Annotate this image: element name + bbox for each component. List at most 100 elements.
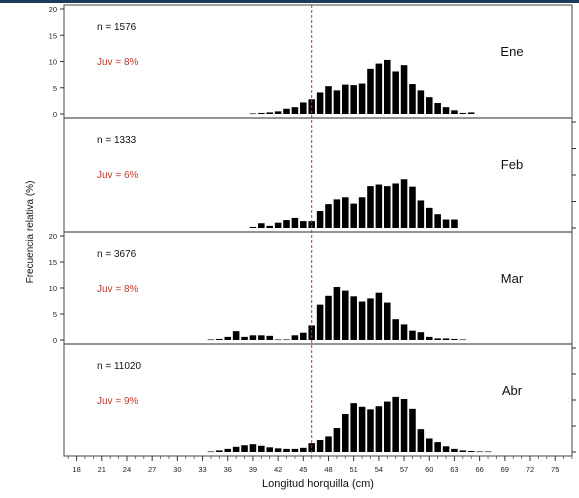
histogram-bar (375, 292, 383, 340)
histogram-bar (392, 71, 399, 114)
histogram-bar (484, 451, 492, 453)
histogram-bar (266, 112, 273, 114)
histogram-bar (350, 403, 357, 452)
histogram-bar (392, 319, 399, 340)
y-tick-label: 20 (49, 232, 57, 241)
histogram-bar (375, 406, 383, 452)
x-tick-label: 21 (98, 465, 106, 474)
histogram-bar (400, 65, 408, 114)
histogram-bar (266, 225, 273, 228)
histogram-bar (383, 59, 391, 114)
histogram-bar (383, 302, 391, 340)
histogram-bar (258, 335, 265, 340)
histogram-bar (451, 219, 458, 228)
histogram-bar (425, 438, 433, 452)
histogram-bar (333, 90, 341, 114)
histogram-bar (409, 408, 416, 452)
histogram-bar (434, 214, 441, 228)
month-label: Mar (501, 271, 524, 286)
x-tick-label: 60 (425, 465, 433, 474)
y-tick-label: 0 (53, 110, 57, 119)
x-tick-label: 66 (475, 465, 483, 474)
histogram-bar (459, 112, 467, 114)
x-tick-label: 39 (249, 465, 257, 474)
histogram-bar (274, 339, 282, 341)
x-tick-label: 45 (299, 465, 307, 474)
histogram-bar (342, 290, 349, 340)
histogram-bar (316, 92, 324, 114)
histogram-bar (266, 447, 273, 452)
histogram-bar (224, 448, 232, 452)
x-tick-label: 18 (72, 465, 80, 474)
histogram-bar (291, 107, 299, 114)
histogram-bar (249, 113, 257, 115)
histogram-bar (375, 63, 383, 114)
histogram-bar (316, 304, 324, 340)
x-tick-label: 72 (526, 465, 534, 474)
histogram-bar (476, 451, 483, 453)
histogram-bar (249, 335, 257, 340)
x-tick-label: 30 (173, 465, 181, 474)
histogram-bar (451, 110, 458, 114)
histogram-bar (325, 436, 332, 452)
histogram-bar (375, 184, 383, 228)
histogram-bar (350, 296, 357, 340)
y-tick-label: 15 (49, 258, 57, 267)
histogram-bar (316, 211, 324, 228)
juvenile-percent-label: Juv = 9% (97, 396, 139, 407)
month-label: Abr (502, 383, 523, 398)
y-tick-label: 5 (53, 310, 57, 319)
y-tick-label: 0 (53, 336, 57, 345)
juvenile-percent-label: Juv = 6% (97, 170, 139, 181)
histogram-bar (358, 83, 366, 114)
histogram-bar (451, 338, 458, 340)
panel-feb: n = 1333 Juv = 6% Feb (97, 121, 576, 229)
histogram-bar (459, 339, 467, 341)
histogram-bar (367, 186, 374, 228)
histogram-bar (434, 338, 441, 340)
histogram-bar (291, 335, 299, 340)
histogram-bar (434, 102, 441, 114)
juvenile-percent-label: Juv = 8% (97, 284, 139, 295)
histogram-bar (308, 221, 315, 228)
histogram-bar (207, 451, 215, 453)
x-tick-label: 63 (450, 465, 458, 474)
plot-frame (63, 4, 573, 457)
histogram-bar (232, 446, 240, 452)
histogram-bar (425, 207, 433, 228)
histogram-bar (358, 197, 366, 228)
histogram-bar (383, 401, 391, 452)
histogram-bar (300, 102, 307, 114)
histogram-bar (316, 440, 324, 452)
histogram-bar (417, 90, 425, 114)
x-tick-label: 54 (375, 465, 383, 474)
histogram-bar (392, 183, 399, 228)
histogram-bar (300, 447, 307, 452)
histogram-bar (417, 429, 425, 452)
histogram-bar (241, 336, 248, 340)
histogram-bar (451, 448, 458, 452)
histogram-bar (350, 85, 357, 114)
histogram-bar (358, 301, 366, 340)
x-tick-label: 51 (350, 465, 358, 474)
histogram-bar (207, 339, 215, 341)
histogram-bar (325, 86, 332, 114)
x-tick-label: 75 (551, 465, 559, 474)
histogram-bar (291, 217, 299, 228)
histogram-bar (333, 286, 341, 340)
histogram-bar (409, 84, 416, 114)
histogram-bar (333, 428, 341, 452)
histogram-bar (417, 200, 425, 228)
y-tick-label: 15 (49, 31, 57, 40)
histogram-bar (459, 450, 467, 452)
histogram-bar (467, 112, 475, 114)
y-tick-label: 20 (49, 5, 57, 14)
histogram-bar (274, 111, 282, 114)
month-label: Ene (500, 44, 523, 59)
histogram-bar (241, 445, 248, 452)
x-tick-label: 57 (400, 465, 408, 474)
histogram-bar (342, 414, 349, 452)
y-axis-label: Frecuencia relativa (%) (25, 181, 36, 284)
histogram-bar (249, 226, 257, 228)
